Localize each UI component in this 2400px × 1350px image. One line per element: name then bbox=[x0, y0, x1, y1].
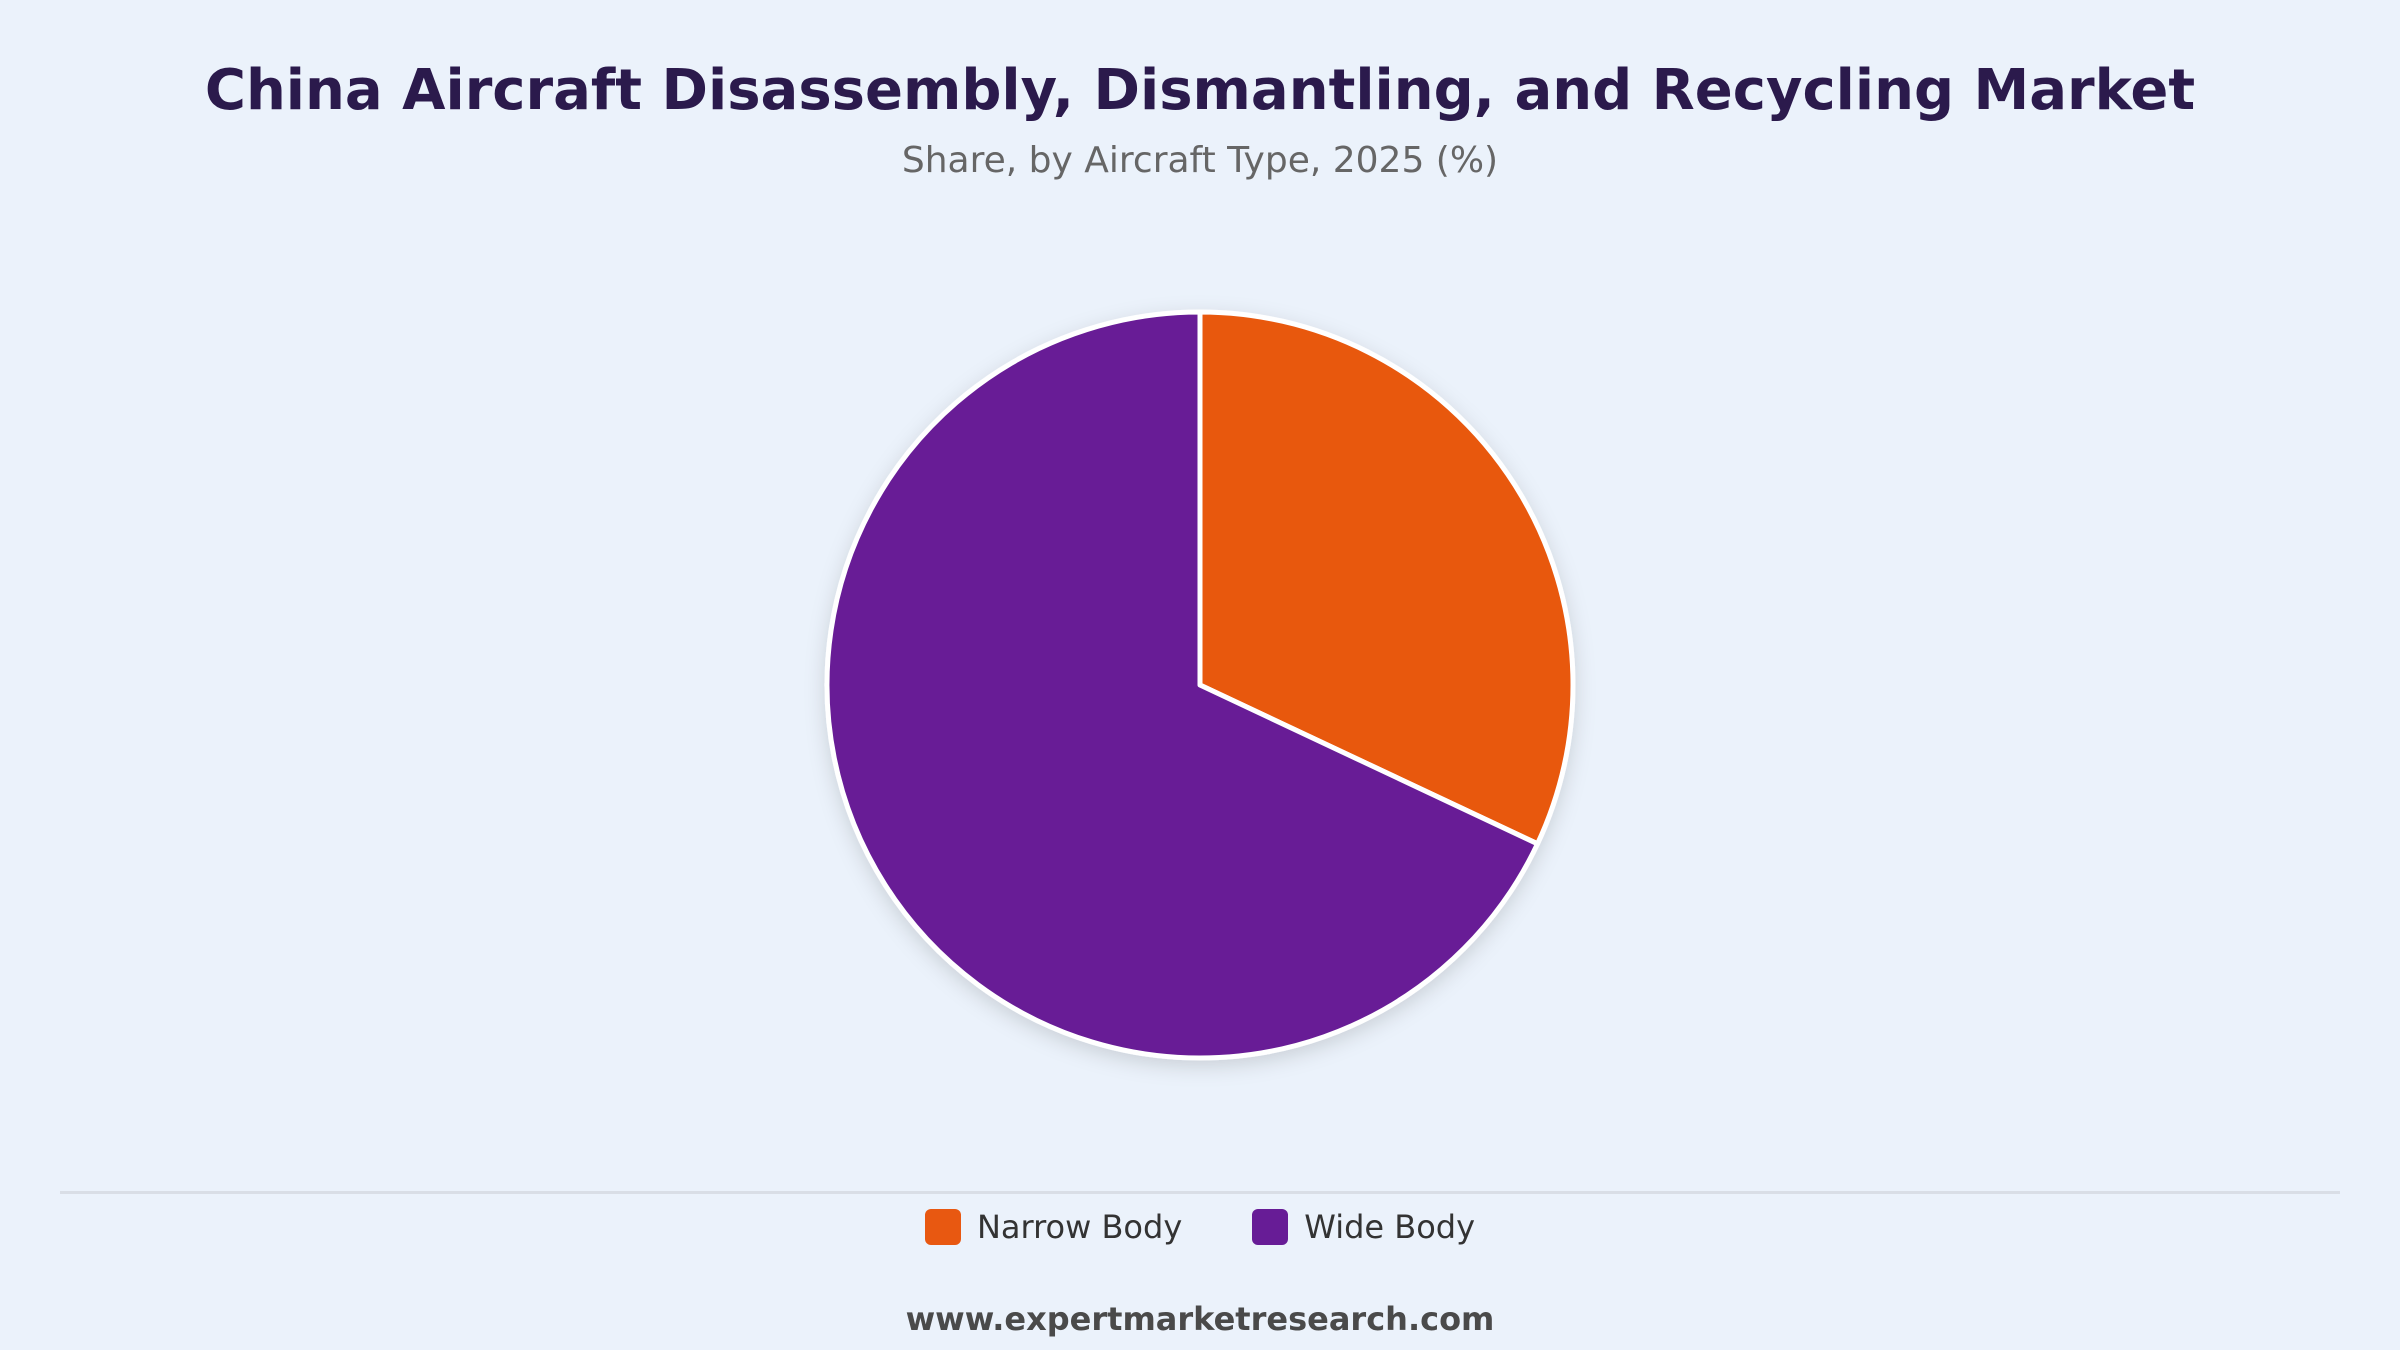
legend-swatch-wide-body bbox=[1252, 1209, 1289, 1245]
footer-website[interactable]: www.expertmarketresearch.com bbox=[905, 1300, 1495, 1338]
pie-slice-narrow-body[interactable] bbox=[1197, 309, 1576, 847]
legend-label-wide-body: Wide Body bbox=[1304, 1208, 1476, 1246]
legend-item-wide-body[interactable]: Wide Body bbox=[1252, 1208, 1475, 1246]
chart-subtitle: Share, by Aircraft Type, 2025 (%) bbox=[901, 140, 1499, 181]
legend-divider bbox=[60, 1191, 2340, 1194]
chart-legend: Narrow Body Wide Body bbox=[0, 1208, 2400, 1246]
legend-swatch-narrow-body bbox=[924, 1209, 961, 1245]
chart-title: China Aircraft Disassembly, Dismantling,… bbox=[204, 58, 2196, 123]
legend-label-narrow-body: Narrow Body bbox=[976, 1208, 1183, 1246]
pie-slice-wide-body[interactable] bbox=[824, 309, 1540, 1061]
legend-item-narrow-body[interactable]: Narrow Body bbox=[924, 1208, 1183, 1246]
